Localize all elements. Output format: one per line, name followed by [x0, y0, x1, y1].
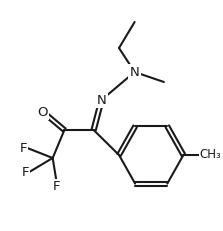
- Text: N: N: [97, 94, 106, 106]
- Text: O: O: [38, 106, 48, 119]
- Text: CH₃: CH₃: [200, 149, 222, 161]
- Text: F: F: [22, 165, 29, 179]
- Text: N: N: [130, 66, 140, 79]
- Text: F: F: [53, 180, 60, 194]
- Text: F: F: [20, 142, 27, 155]
